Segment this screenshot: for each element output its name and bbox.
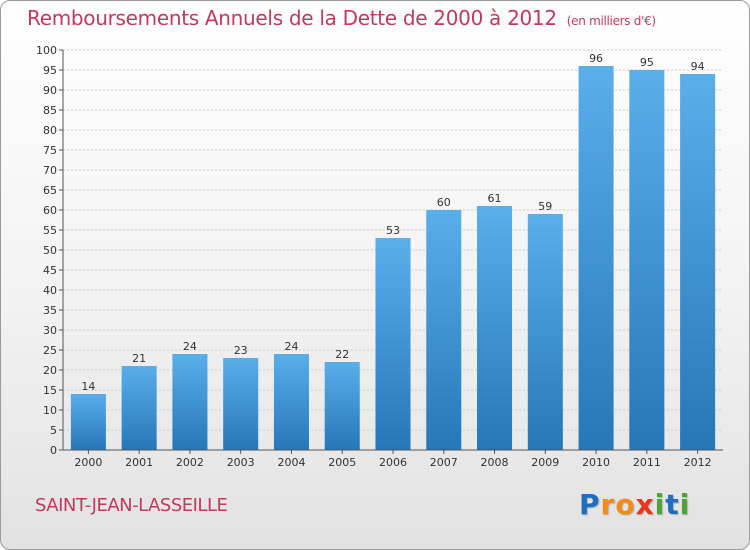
bar-2003 — [223, 358, 259, 450]
y-tick-label-70: 70 — [43, 164, 57, 177]
x-tick-label-2012: 2012 — [684, 456, 712, 469]
value-label-2000: 14 — [81, 380, 95, 393]
y-tick-label-95: 95 — [43, 64, 57, 77]
y-tick-label-65: 65 — [43, 184, 57, 197]
bar-2009 — [527, 214, 563, 450]
y-tick-label-35: 35 — [43, 304, 57, 317]
x-axis-ticks: 2000 2001 2002 2003 2004 2005 2006 2007 2008 2009… — [74, 450, 712, 469]
y-tick-label-10: 10 — [43, 404, 57, 417]
y-tick-label-50: 50 — [43, 244, 57, 257]
value-label-2003: 23 — [234, 344, 248, 357]
x-tick-label-2004: 2004 — [277, 456, 305, 469]
x-tick-label-2006: 2006 — [379, 456, 407, 469]
unit-note: (en milliers d'€) — [566, 14, 656, 28]
value-label-2004: 24 — [284, 340, 298, 353]
y-tick-label-90: 90 — [43, 84, 57, 97]
logo-letter-4: i — [654, 488, 666, 521]
logo-letter-2: o — [615, 488, 636, 521]
y-tick-label-75: 75 — [43, 144, 57, 157]
y-tick-label-45: 45 — [43, 264, 57, 277]
bar-2010 — [578, 66, 614, 450]
x-tick-label-2008: 2008 — [481, 456, 509, 469]
bars — [70, 66, 716, 450]
x-tick-label-2009: 2009 — [531, 456, 559, 469]
value-label-2012: 94 — [691, 60, 705, 73]
y-tick-label-15: 15 — [43, 384, 57, 397]
value-label-2007: 60 — [437, 196, 451, 209]
bar-2005 — [324, 362, 360, 450]
value-label-2005: 22 — [335, 348, 349, 361]
value-label-2008: 61 — [488, 192, 502, 205]
bar-2012 — [680, 74, 716, 450]
y-tick-label-80: 80 — [43, 124, 57, 137]
bar-2011 — [629, 70, 665, 450]
logo-letter-0: P — [579, 488, 601, 521]
axes — [62, 50, 723, 451]
bar-2001 — [121, 366, 157, 450]
value-label-2011: 95 — [640, 56, 654, 69]
x-tick-label-2001: 2001 — [125, 456, 153, 469]
x-tick-label-2002: 2002 — [176, 456, 204, 469]
value-label-2001: 21 — [132, 352, 146, 365]
bar-2006 — [375, 238, 411, 450]
logo-letter-6: i — [679, 488, 691, 521]
x-tick-label-2007: 2007 — [430, 456, 458, 469]
value-labels: 14 21 24 23 24 22 53 60 61 59 96 95 94 — [81, 52, 704, 393]
y-tick-label-85: 85 — [43, 104, 57, 117]
y-tick-label-30: 30 — [43, 324, 57, 337]
commune-name: SAINT-JEAN-LASSEILLE — [35, 495, 228, 516]
value-label-2006: 53 — [386, 224, 400, 237]
y-tick-label-5: 5 — [50, 424, 57, 437]
bar-2008 — [477, 206, 513, 450]
y-tick-label-100: 100 — [36, 44, 57, 57]
bar-2002 — [172, 354, 208, 450]
y-tick-label-25: 25 — [43, 344, 57, 357]
logo-letter-1: r — [600, 488, 616, 521]
y-tick-label-20: 20 — [43, 364, 57, 377]
y-axis-ticks: 0 5 10 15 20 25 30 35 40 45 50 55 60 65 70 75 80 85 90 95 10… — [36, 44, 63, 457]
value-label-2009: 59 — [538, 200, 552, 213]
y-tick-label-40: 40 — [43, 284, 57, 297]
bar-2007 — [426, 210, 462, 450]
y-tick-label-60: 60 — [43, 204, 57, 217]
bar-2004 — [273, 354, 309, 450]
logo-letter-3: x — [635, 488, 655, 521]
proxiti-logo: Proxiti — [579, 488, 690, 521]
chart-title-text: Remboursements Annuels de la Dette de 20… — [27, 6, 557, 30]
value-label-2002: 24 — [183, 340, 197, 353]
x-tick-label-2000: 2000 — [74, 456, 102, 469]
x-tick-label-2003: 2003 — [227, 456, 255, 469]
y-tick-label-55: 55 — [43, 224, 57, 237]
x-tick-label-2005: 2005 — [328, 456, 356, 469]
chart-title: Remboursements Annuels de la Dette de 20… — [27, 6, 656, 30]
value-label-2010: 96 — [589, 52, 603, 65]
logo-letter-5: t — [665, 488, 680, 521]
y-tick-label-0: 0 — [50, 444, 57, 457]
bar-2000 — [70, 394, 106, 450]
x-tick-label-2010: 2010 — [582, 456, 610, 469]
x-tick-label-2011: 2011 — [633, 456, 661, 469]
